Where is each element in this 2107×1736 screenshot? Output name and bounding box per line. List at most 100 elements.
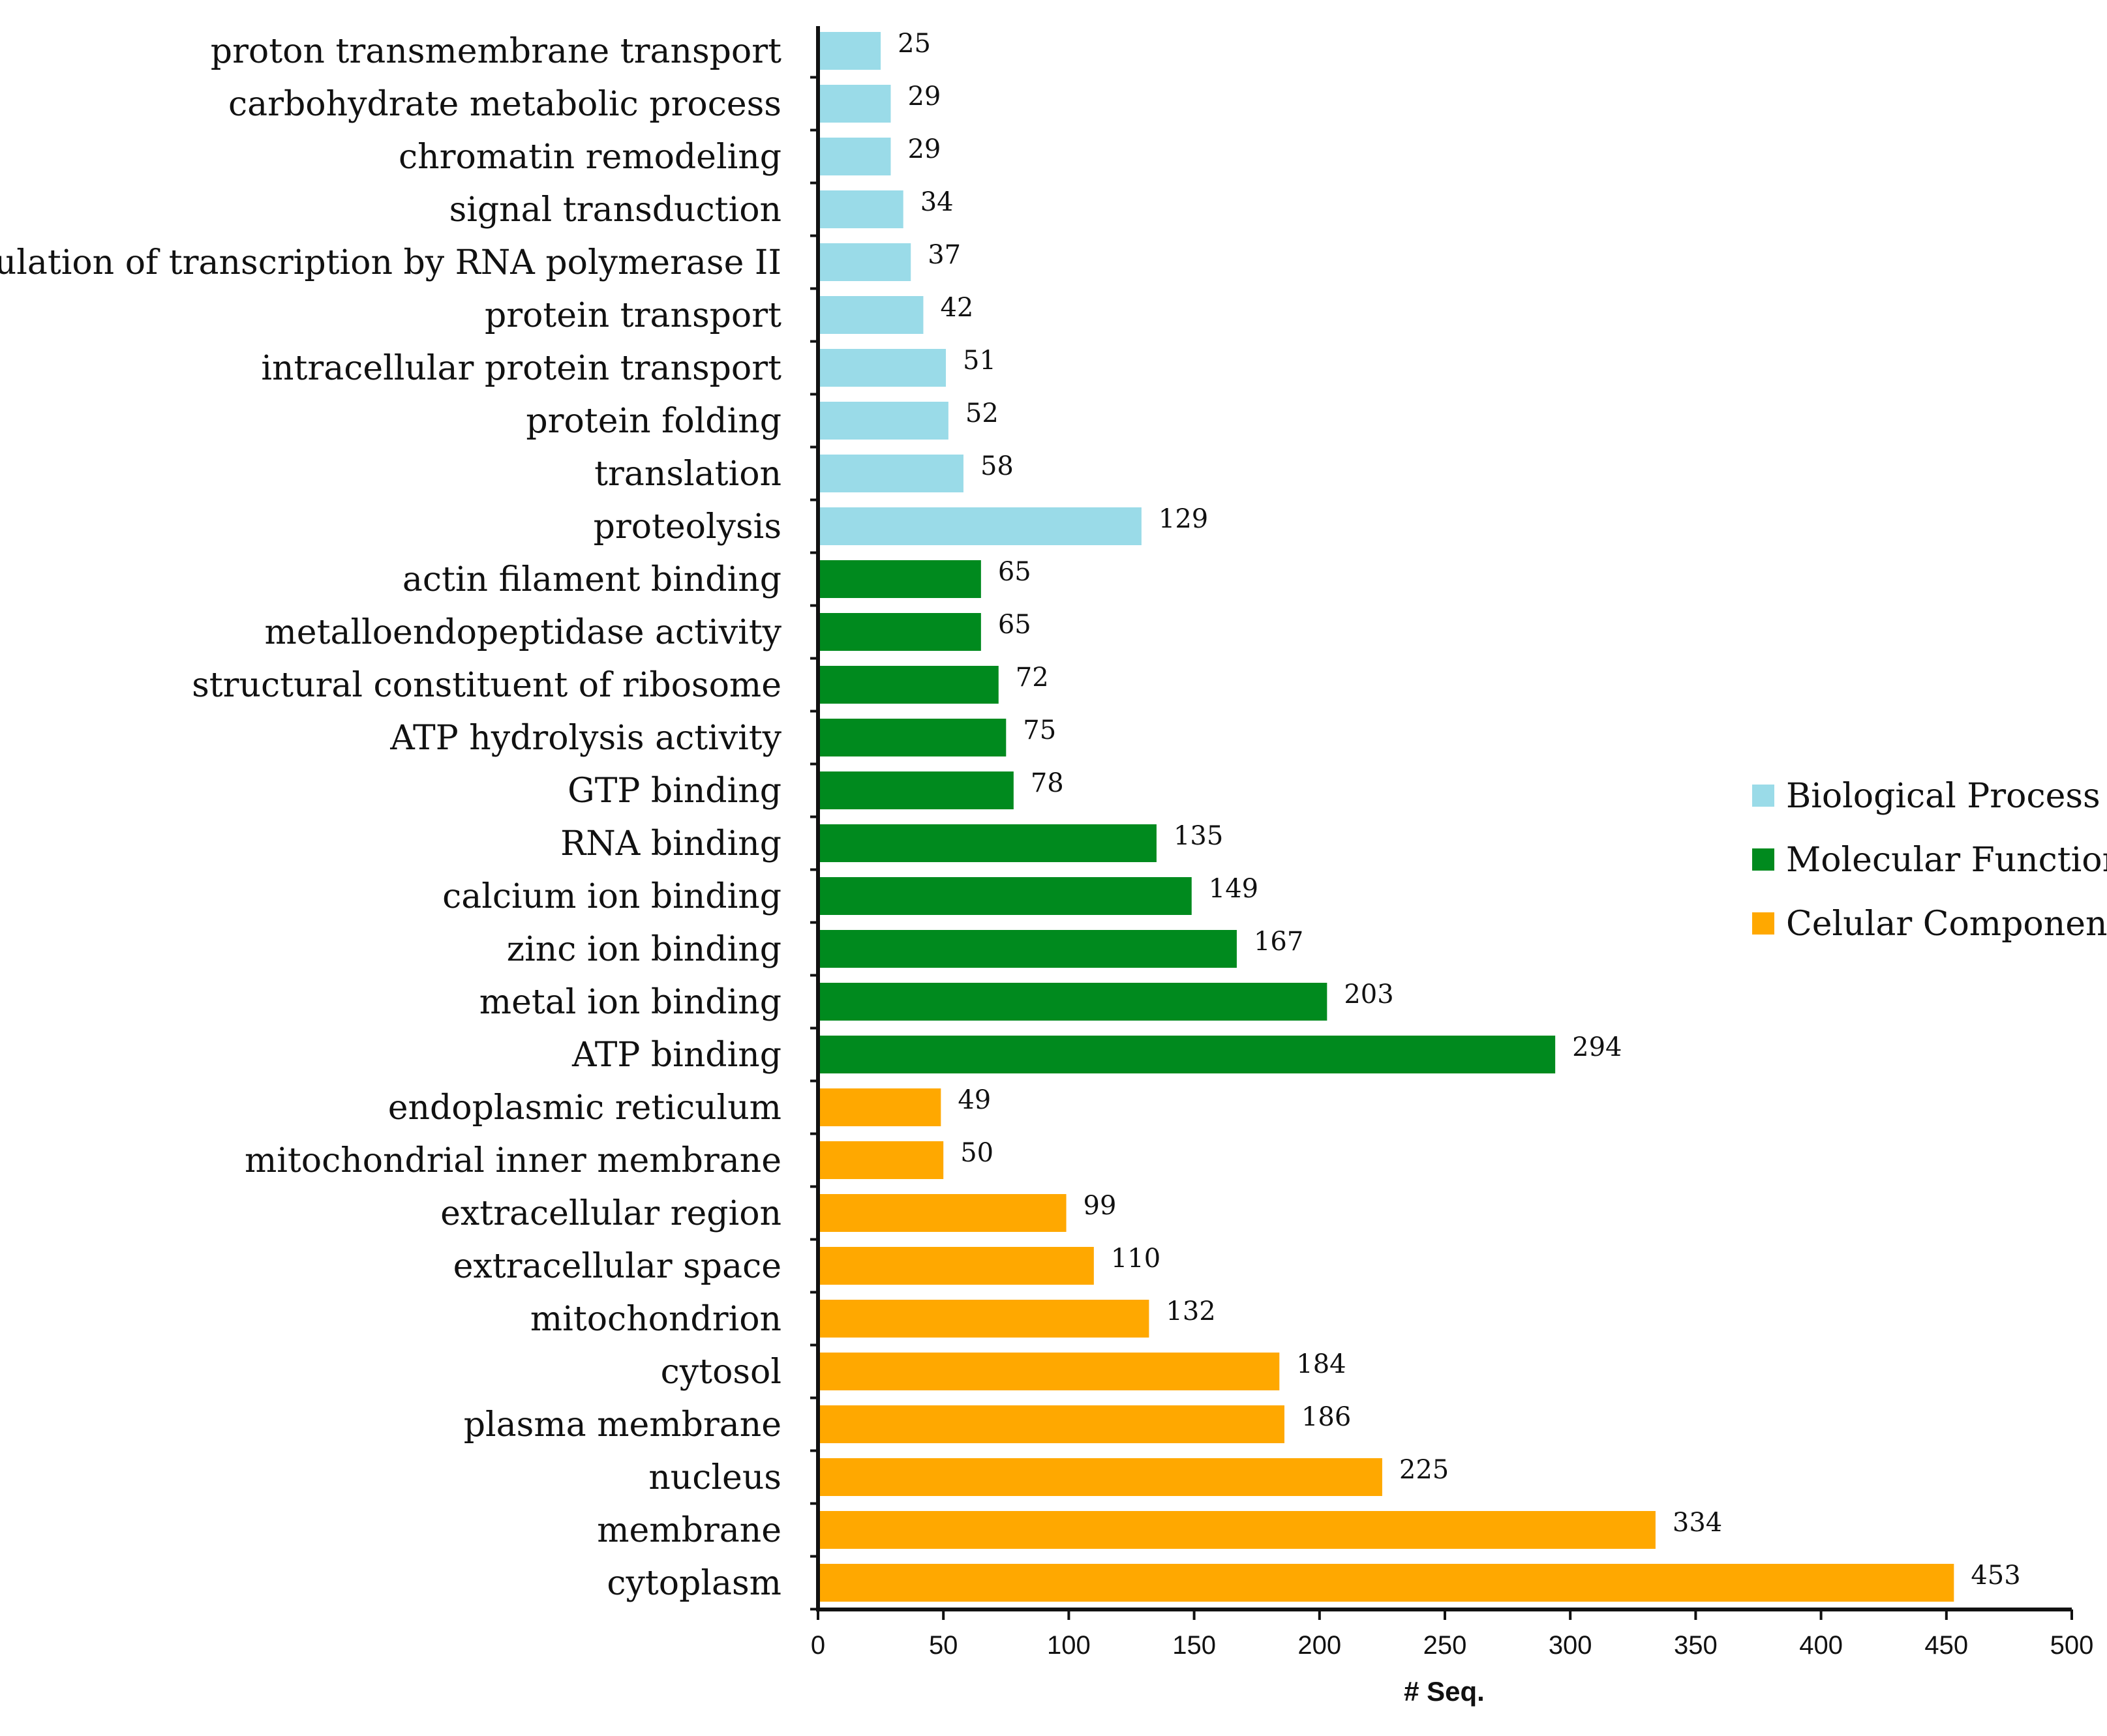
bars-layer <box>818 32 1954 1602</box>
value-label-membrane: 334 <box>1673 1508 1722 1538</box>
category-label-calcium-ion-binding: calcium ion binding <box>442 877 781 916</box>
category-label-zinc-ion-binding: zinc ion binding <box>507 930 781 969</box>
x-tick-label-450: 450 <box>1924 1631 1968 1660</box>
category-labels: proton transmembrane transport carbohydra… <box>0 32 782 1603</box>
category-label-mitochondrion: mitochondrion <box>530 1300 781 1339</box>
x-axis-ticks: 0 50 100 150 200 250 300 350 400 450 500 <box>810 76 2093 1660</box>
value-label-structural-constituent-of-ribosome: 72 <box>1016 663 1049 693</box>
x-tick-label-400: 400 <box>1799 1631 1843 1660</box>
category-label-gtp-binding: GTP binding <box>568 771 781 811</box>
category-label-structural-constituent-of-ribosome: structural constituent of ribosome <box>192 666 781 705</box>
x-tick-label-300: 300 <box>1549 1631 1592 1660</box>
bar-translation <box>818 455 963 492</box>
bar-rna-binding <box>818 824 1157 862</box>
value-label-signal-transduction: 34 <box>920 187 954 217</box>
value-label-intracellular-protein-transport: 51 <box>963 346 996 376</box>
value-labels: 25 29 29 34 37 42 51 52 58 129 65 65 72 75 78 135 149 167… <box>898 29 2021 1591</box>
bar-extracellular-space <box>818 1247 1094 1285</box>
value-label-protein-transport: 42 <box>940 293 973 323</box>
legend-label-biological-process: Biological Process <box>1786 777 2100 816</box>
bar-extracellular-region <box>818 1194 1067 1232</box>
category-label-nucleus: nucleus <box>648 1458 781 1497</box>
bar-nucleus <box>818 1458 1382 1496</box>
category-label-plasma-membrane: plasma membrane <box>464 1405 781 1444</box>
x-tick-label-0: 0 <box>811 1631 825 1660</box>
bar-actin-filament-binding <box>818 560 981 598</box>
category-label-rna-binding: RNA binding <box>560 824 781 863</box>
value-label-zinc-ion-binding: 167 <box>1254 927 1303 957</box>
value-label-endoplasmic-reticulum: 49 <box>958 1085 991 1115</box>
value-label-metal-ion-binding: 203 <box>1344 980 1393 1010</box>
category-label-atp-binding: ATP binding <box>571 1036 781 1075</box>
value-label-cytoplasm: 453 <box>1971 1561 2020 1591</box>
category-label-protein-transport: protein transport <box>485 296 781 335</box>
category-label-atp-hydrolysis-activity: ATP hydrolysis activity <box>389 719 781 758</box>
category-label-extracellular-space: extracellular space <box>453 1247 781 1286</box>
bar-zinc-ion-binding <box>818 930 1237 968</box>
bar-carbohydrate-metabolic-process <box>818 85 891 123</box>
bar-metal-ion-binding <box>818 983 1327 1021</box>
category-label-extracellular-region: extracellular region <box>440 1194 781 1233</box>
bar-proton-transmembrane-transport <box>818 32 881 70</box>
x-tick-label-50: 50 <box>929 1631 958 1660</box>
bar-structural-constituent-of-ribosome <box>818 666 999 704</box>
bar-regulation-of-transcription-by-rna-polymerase-ii <box>818 243 911 281</box>
bar-gtp-binding <box>818 771 1014 809</box>
legend-swatch-molecular-function <box>1752 848 1774 871</box>
bar-metalloendopeptidase-activity <box>818 613 981 651</box>
category-label-signal-transduction: signal transduction <box>449 190 781 230</box>
x-tick-label-200: 200 <box>1297 1631 1341 1660</box>
bar-atp-hydrolysis-activity <box>818 719 1007 756</box>
bar-plasma-membrane <box>818 1405 1284 1443</box>
legend: Biological Process Molecular Function Celu… <box>1752 777 2107 944</box>
legend-label-molecular-function: Molecular Function <box>1786 841 2107 880</box>
x-tick-label-350: 350 <box>1674 1631 1718 1660</box>
bar-intracellular-protein-transport <box>818 349 947 387</box>
category-label-protein-folding: protein folding <box>526 402 781 441</box>
value-label-mitochondrial-inner-membrane: 50 <box>960 1138 993 1168</box>
category-label-mitochondrial-inner-membrane: mitochondrial inner membrane <box>245 1141 781 1180</box>
value-label-atp-binding: 294 <box>1572 1032 1622 1062</box>
value-label-nucleus: 225 <box>1399 1455 1449 1485</box>
bar-protein-folding <box>818 402 948 440</box>
category-label-metalloendopeptidase-activity: metalloendopeptidase activity <box>265 613 782 652</box>
value-label-gtp-binding: 78 <box>1031 768 1064 798</box>
value-label-rna-binding: 135 <box>1174 821 1223 851</box>
bar-mitochondrial-inner-membrane <box>818 1141 944 1179</box>
value-label-calcium-ion-binding: 149 <box>1209 874 1258 904</box>
value-label-carbohydrate-metabolic-process: 29 <box>907 82 941 112</box>
x-tick-label-250: 250 <box>1423 1631 1467 1660</box>
x-tick-label-150: 150 <box>1172 1631 1216 1660</box>
category-label-membrane: membrane <box>597 1511 781 1550</box>
bar-mitochondrion <box>818 1300 1149 1338</box>
value-label-metalloendopeptidase-activity: 65 <box>998 610 1031 640</box>
bar-protein-transport <box>818 296 924 334</box>
category-label-cytoplasm: cytoplasm <box>607 1564 781 1603</box>
bar-atp-binding <box>818 1036 1556 1073</box>
value-label-chromatin-remodeling: 29 <box>907 134 941 164</box>
bar-cytosol <box>818 1353 1280 1390</box>
category-label-regulation-of-transcription-by-rna-polymerase-ii: regulation of transcription by RNA polym… <box>0 243 781 282</box>
category-label-carbohydrate-metabolic-process: carbohydrate metabolic process <box>228 85 781 124</box>
bar-endoplasmic-reticulum <box>818 1088 941 1126</box>
value-label-extracellular-space: 110 <box>1111 1244 1160 1274</box>
value-label-mitochondrion: 132 <box>1166 1296 1215 1326</box>
category-label-intracellular-protein-transport: intracellular protein transport <box>261 349 781 388</box>
x-axis-title: # Seq. <box>1404 1676 1485 1707</box>
legend-swatch-biological-process <box>1752 785 1774 807</box>
value-label-translation: 58 <box>980 451 1014 481</box>
bar-chromatin-remodeling <box>818 138 891 175</box>
value-label-actin-filament-binding: 65 <box>998 557 1031 587</box>
value-label-atp-hydrolysis-activity: 75 <box>1023 715 1056 745</box>
value-label-extracellular-region: 99 <box>1084 1191 1117 1221</box>
category-label-proteolysis: proteolysis <box>594 507 781 546</box>
bar-proteolysis <box>818 507 1142 545</box>
x-tick-label-100: 100 <box>1047 1631 1091 1660</box>
legend-label-celular-component: Celular Component <box>1786 905 2107 944</box>
category-label-endoplasmic-reticulum: endoplasmic reticulum <box>388 1088 781 1128</box>
value-label-protein-folding: 52 <box>965 398 999 428</box>
category-label-proton-transmembrane-transport: proton transmembrane transport <box>211 32 781 71</box>
category-label-actin-filament-binding: actin filament binding <box>402 560 781 599</box>
value-label-proteolysis: 129 <box>1159 504 1208 534</box>
